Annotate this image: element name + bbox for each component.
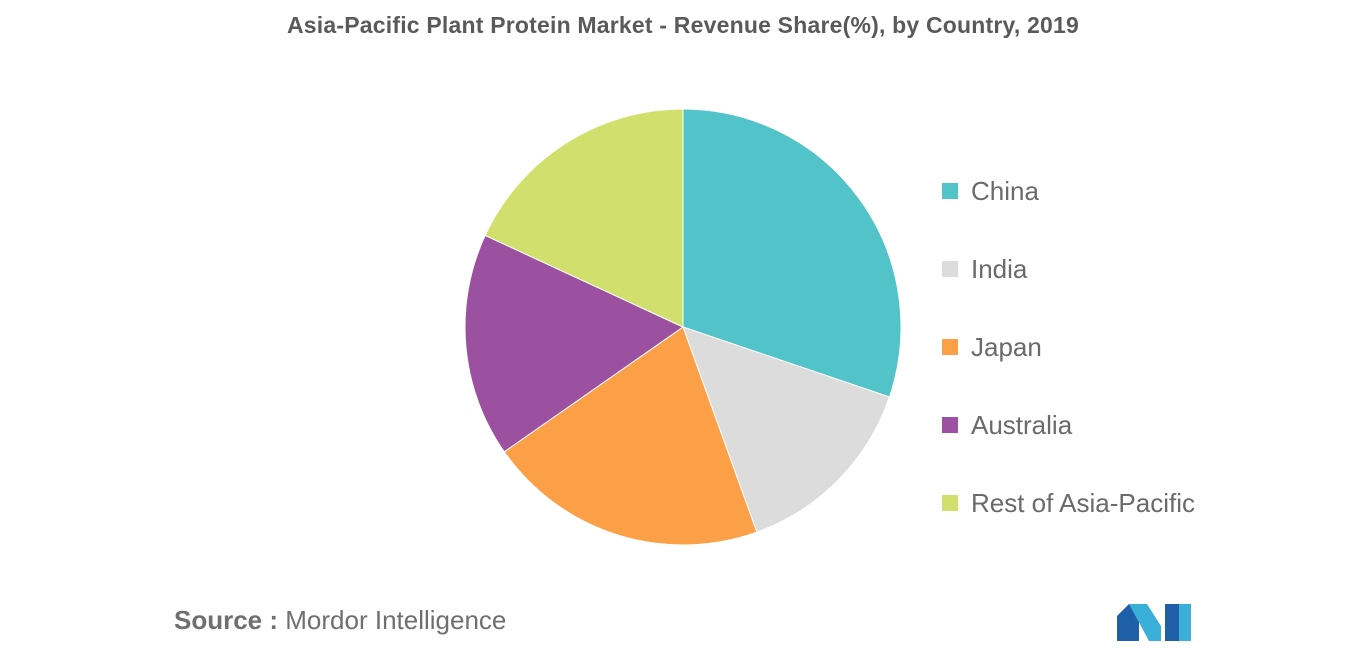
legend-label: India — [971, 253, 1028, 284]
legend-item-australia: Australia — [942, 386, 1195, 464]
logo-right-shape — [1179, 604, 1191, 641]
mordor-intelligence-logo — [1117, 604, 1191, 641]
legend: China India Japan Australia Rest of Asia-Pac… — [942, 152, 1195, 542]
legend-item-rest-of-asia-pacific: Rest of Asia-Pacific — [942, 464, 1195, 542]
pie-slice-australia — [464, 234, 684, 453]
pie-slice-india — [682, 326, 891, 533]
legend-swatch — [942, 261, 958, 277]
pie-slice-rest-of-asia-pacific — [484, 108, 684, 328]
legend-label: Australia — [971, 409, 1073, 440]
legend-label: Japan — [971, 331, 1042, 362]
pie-slice-china — [682, 108, 902, 398]
legend-swatch — [942, 183, 958, 199]
legend-swatch — [942, 495, 958, 511]
source-text: Mordor Intelligence — [285, 605, 507, 635]
legend-label: Rest of Asia-Pacific — [971, 487, 1195, 518]
legend-item-china: China — [942, 152, 1195, 230]
source-note: Source : Mordor Intelligence — [174, 605, 506, 636]
logo-right-bar — [1165, 604, 1179, 641]
legend-item-india: India — [942, 230, 1195, 308]
logo-middle-shape — [1129, 604, 1161, 641]
source-prefix: Source : — [174, 605, 279, 635]
pie-slice-japan — [503, 326, 758, 546]
legend-swatch — [942, 339, 958, 355]
logo-left-shape — [1117, 604, 1139, 641]
legend-swatch — [942, 417, 958, 433]
legend-item-japan: Japan — [942, 308, 1195, 386]
legend-label: China — [971, 175, 1039, 206]
chart-title: Asia-Pacific Plant Protein Market - Reve… — [287, 12, 1079, 38]
